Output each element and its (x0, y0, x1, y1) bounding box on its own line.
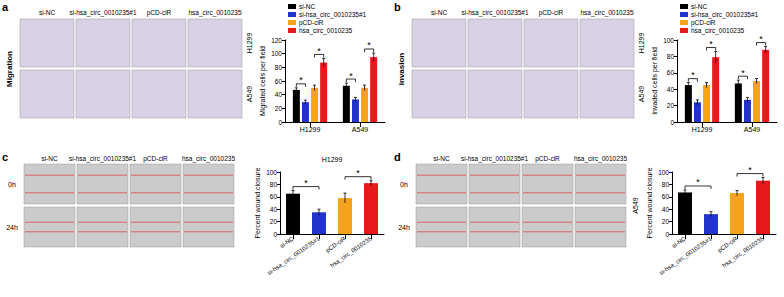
svg-text:si-NC: si-NC (299, 3, 316, 10)
svg-text:H1299: H1299 (300, 126, 321, 133)
svg-text:pCD-ciR: pCD-ciR (539, 9, 564, 17)
svg-text:A549: A549 (352, 126, 368, 133)
svg-text:si-hsa_circ_0010235#1: si-hsa_circ_0010235#1 (69, 9, 137, 17)
svg-text:a: a (2, 1, 9, 13)
svg-text:si-hsa_circ_0010235#1: si-hsa_circ_0010235#1 (691, 11, 759, 19)
svg-text:*: * (349, 71, 353, 81)
svg-text:40: 40 (270, 206, 278, 213)
svg-text:hsa_circ_0010235: hsa_circ_0010235 (188, 9, 242, 17)
svg-text:pCD-ciR: pCD-ciR (717, 235, 740, 253)
svg-text:120: 120 (271, 37, 282, 44)
svg-text:0: 0 (665, 231, 669, 238)
svg-text:A549: A549 (744, 126, 760, 133)
svg-text:si-NC: si-NC (279, 235, 295, 249)
svg-text:*: * (691, 70, 695, 80)
svg-text:*: * (299, 75, 303, 85)
svg-text:A549: A549 (638, 86, 645, 102)
svg-text:pCD-ciR: pCD-ciR (299, 19, 324, 27)
svg-text:*: * (748, 165, 752, 175)
svg-text:40: 40 (275, 91, 283, 98)
svg-text:si-NC: si-NC (39, 9, 56, 16)
svg-text:Invaded cells per field: Invaded cells per field (651, 47, 659, 115)
svg-text:0h: 0h (400, 181, 408, 188)
svg-text:hsa_circ_0010235: hsa_circ_0010235 (721, 235, 765, 268)
svg-text:*: * (304, 178, 308, 188)
svg-text:si-hsa_circ_0010235#1: si-hsa_circ_0010235#1 (69, 155, 137, 163)
svg-text:si-hsa_circ_0010235#1: si-hsa_circ_0010235#1 (461, 9, 529, 17)
svg-text:si-hsa_circ_0010235#1: si-hsa_circ_0010235#1 (266, 235, 321, 276)
svg-text:60: 60 (270, 193, 278, 200)
svg-text:60: 60 (662, 193, 670, 200)
svg-text:40: 40 (667, 86, 675, 93)
svg-text:pCD-ciR: pCD-ciR (535, 155, 560, 163)
svg-text:80: 80 (275, 64, 283, 71)
svg-text:24h: 24h (6, 224, 18, 231)
svg-text:Percent wound closure: Percent wound closure (646, 167, 653, 238)
svg-text:Migration: Migration (5, 51, 14, 87)
svg-text:*: * (317, 46, 321, 56)
svg-text:pCD-ciR: pCD-ciR (147, 9, 172, 17)
svg-text:20: 20 (667, 102, 675, 109)
svg-text:20: 20 (270, 218, 278, 225)
svg-text:c: c (2, 151, 8, 163)
svg-text:si-NC: si-NC (41, 155, 58, 162)
svg-text:si-NC: si-NC (433, 155, 450, 162)
svg-text:20: 20 (662, 218, 670, 225)
svg-text:0: 0 (278, 119, 282, 126)
svg-text:H1299: H1299 (638, 33, 645, 54)
svg-text:60: 60 (667, 69, 675, 76)
svg-text:100: 100 (271, 50, 282, 57)
svg-text:si-NC: si-NC (431, 9, 448, 16)
svg-text:pCD-ciR: pCD-ciR (143, 155, 168, 163)
svg-text:Invasion: Invasion (397, 53, 406, 86)
svg-text:pCD-ciR: pCD-ciR (325, 235, 348, 253)
svg-text:*: * (696, 177, 700, 187)
svg-text:si-hsa_circ_0010235#1: si-hsa_circ_0010235#1 (461, 155, 529, 163)
svg-text:hsa_circ_0010235: hsa_circ_0010235 (580, 9, 634, 17)
svg-text:24h: 24h (398, 224, 410, 231)
svg-text:d: d (394, 151, 401, 163)
svg-text:hsa_circ_0010235: hsa_circ_0010235 (574, 155, 628, 163)
svg-text:100: 100 (663, 37, 674, 44)
svg-text:hsa_circ_0010235: hsa_circ_0010235 (329, 235, 373, 268)
svg-text:80: 80 (662, 181, 670, 188)
svg-text:si-NC: si-NC (671, 235, 687, 249)
svg-text:Migrated cells per field: Migrated cells per field (259, 46, 267, 116)
svg-text:si-hsa_circ_0010235#1: si-hsa_circ_0010235#1 (299, 11, 367, 19)
svg-text:20: 20 (275, 105, 283, 112)
svg-text:A549: A549 (246, 86, 253, 102)
svg-text:80: 80 (667, 53, 675, 60)
svg-text:A549: A549 (632, 197, 639, 213)
svg-text:*: * (741, 68, 745, 78)
svg-text:100: 100 (266, 169, 277, 176)
svg-text:60: 60 (275, 78, 283, 85)
svg-text:si-NC: si-NC (691, 3, 708, 10)
svg-text:40: 40 (662, 206, 670, 213)
svg-text:pCD-ciR: pCD-ciR (691, 19, 716, 27)
svg-text:si-hsa_circ_0010235#1: si-hsa_circ_0010235#1 (658, 235, 713, 276)
svg-text:hsa_circ_0010235: hsa_circ_0010235 (691, 27, 745, 35)
svg-text:H1299: H1299 (246, 33, 253, 54)
svg-text:hsa_circ_0010235: hsa_circ_0010235 (182, 155, 236, 163)
svg-text:*: * (759, 34, 763, 44)
svg-text:*: * (367, 40, 371, 50)
svg-text:H1299: H1299 (322, 156, 343, 163)
svg-text:H1299: H1299 (692, 126, 713, 133)
svg-text:Percent wound closure: Percent wound closure (254, 167, 261, 238)
svg-text:0: 0 (273, 231, 277, 238)
svg-text:100: 100 (658, 169, 669, 176)
svg-text:*: * (709, 39, 713, 49)
svg-text:80: 80 (270, 181, 278, 188)
svg-text:hsa_circ_0010235: hsa_circ_0010235 (299, 27, 353, 35)
svg-text:*: * (356, 168, 360, 178)
svg-text:0: 0 (670, 119, 674, 126)
svg-text:b: b (394, 1, 401, 13)
svg-text:0h: 0h (8, 181, 16, 188)
